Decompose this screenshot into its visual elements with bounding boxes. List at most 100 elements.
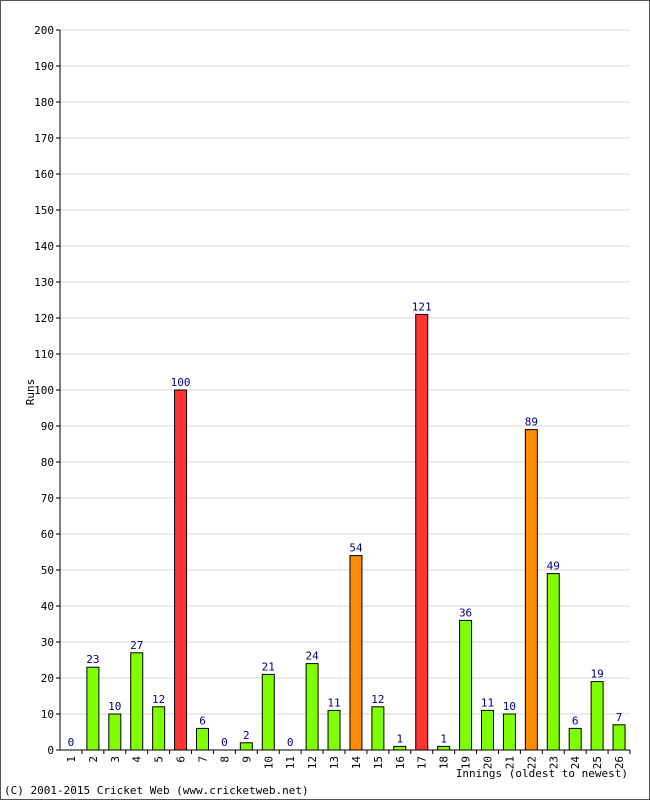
- bar-value-label: 10: [503, 700, 516, 713]
- bar-value-label: 19: [590, 668, 603, 681]
- bar-value-label: 0: [68, 736, 75, 749]
- x-tick-label: 13: [328, 756, 341, 769]
- y-tick-label: 110: [34, 348, 54, 361]
- x-tick-label: 19: [460, 756, 473, 769]
- x-tick-label: 12: [306, 756, 319, 769]
- bar: [239, 742, 253, 751]
- bar: [481, 709, 494, 751]
- x-tick-label: 10: [262, 756, 275, 769]
- bar-value-label: 6: [199, 714, 206, 727]
- x-tick-label: 24: [569, 756, 582, 770]
- bar-value-label: 100: [171, 376, 191, 389]
- y-tick-label: 200: [34, 24, 54, 37]
- y-tick-label: 90: [41, 420, 54, 433]
- bar: [152, 706, 166, 751]
- bar: [568, 727, 582, 751]
- y-tick-label: 40: [41, 600, 54, 613]
- bar: [590, 681, 604, 751]
- bar-value-label: 6: [572, 714, 579, 727]
- x-tick-label: 9: [240, 756, 253, 763]
- y-axis-title: Runs: [24, 379, 37, 406]
- x-tick-label: 6: [175, 756, 188, 763]
- bar-value-label: 1: [440, 732, 447, 745]
- bar-value-label: 0: [221, 736, 228, 749]
- bar-value-label: 121: [412, 300, 432, 313]
- x-tick-label: 16: [394, 756, 407, 769]
- x-tick-label: 8: [218, 756, 231, 763]
- y-tick-label: 70: [41, 492, 54, 505]
- x-tick-label: 22: [525, 756, 538, 769]
- x-tick-label: 17: [416, 756, 429, 769]
- bar-value-label: 2: [243, 729, 250, 742]
- bar-value-label: 7: [616, 711, 623, 724]
- bar-value-label: 49: [547, 560, 560, 573]
- x-tick-label: 15: [372, 756, 385, 769]
- bar: [371, 706, 385, 751]
- x-tick-label: 11: [284, 756, 297, 769]
- bar-value-label: 54: [349, 542, 363, 555]
- x-tick-label: 25: [591, 756, 604, 769]
- bar: [174, 389, 188, 751]
- bar-value-label: 21: [262, 660, 275, 673]
- y-tick-label: 50: [41, 564, 54, 577]
- y-tick-label: 190: [34, 60, 54, 73]
- bar-value-label: 89: [525, 416, 538, 429]
- x-tick-label: 18: [438, 756, 451, 769]
- bar: [437, 745, 451, 751]
- y-tick-label: 10: [41, 708, 54, 721]
- x-tick-label: 5: [153, 756, 166, 763]
- bar: [305, 663, 319, 751]
- x-axis-title: Innings (oldest to newest): [456, 767, 628, 780]
- bar-value-label: 0: [287, 736, 294, 749]
- bar: [459, 619, 473, 751]
- y-tick-label: 30: [41, 636, 54, 649]
- x-tick-label: 14: [350, 756, 363, 770]
- y-tick-label: 20: [41, 672, 54, 685]
- x-tick-label: 1: [65, 756, 78, 763]
- bar: [393, 745, 407, 751]
- bar-value-label: 36: [459, 606, 472, 619]
- y-tick-label: 120: [34, 312, 54, 325]
- y-tick-label: 130: [34, 276, 54, 289]
- x-tick-label: 4: [131, 756, 144, 763]
- x-tick-label: 20: [482, 756, 495, 769]
- bar: [327, 709, 341, 751]
- bar-value-label: 11: [481, 696, 494, 709]
- y-tick-label: 60: [41, 528, 54, 541]
- bar-value-label: 12: [371, 693, 384, 706]
- bar: [415, 313, 429, 751]
- bar: [502, 713, 516, 751]
- copyright-footer: (C) 2001-2015 Cricket Web (www.cricketwe…: [4, 784, 309, 797]
- x-tick-label: 3: [109, 756, 122, 763]
- x-tick-label: 2: [87, 756, 100, 763]
- y-tick-label: 100: [34, 384, 54, 397]
- bar-value-label: 1: [396, 732, 403, 745]
- y-tick-label: 160: [34, 168, 54, 181]
- x-tick-label: 26: [613, 756, 626, 769]
- bar: [130, 652, 144, 751]
- x-tick-label: 7: [197, 756, 210, 763]
- x-tick-label: 23: [547, 756, 560, 769]
- x-tick-label: 21: [503, 756, 516, 769]
- y-tick-label: 170: [34, 132, 54, 145]
- bar: [108, 713, 122, 751]
- bar: [546, 573, 560, 751]
- bar: [524, 429, 538, 751]
- y-tick-label: 150: [34, 204, 54, 217]
- bar: [612, 724, 626, 751]
- bar: [196, 727, 209, 751]
- bar: [349, 555, 363, 751]
- y-tick-label: 0: [47, 744, 54, 757]
- bar-value-label: 27: [130, 639, 143, 652]
- bar-value-label: 12: [152, 693, 165, 706]
- bar: [261, 673, 275, 751]
- bar-value-label: 23: [86, 653, 99, 666]
- y-tick-label: 80: [41, 456, 54, 469]
- y-tick-label: 180: [34, 96, 54, 109]
- y-tick-label: 140: [34, 240, 54, 253]
- bar: [86, 666, 100, 751]
- bar-value-label: 10: [108, 700, 121, 713]
- bar-value-label: 24: [305, 650, 319, 663]
